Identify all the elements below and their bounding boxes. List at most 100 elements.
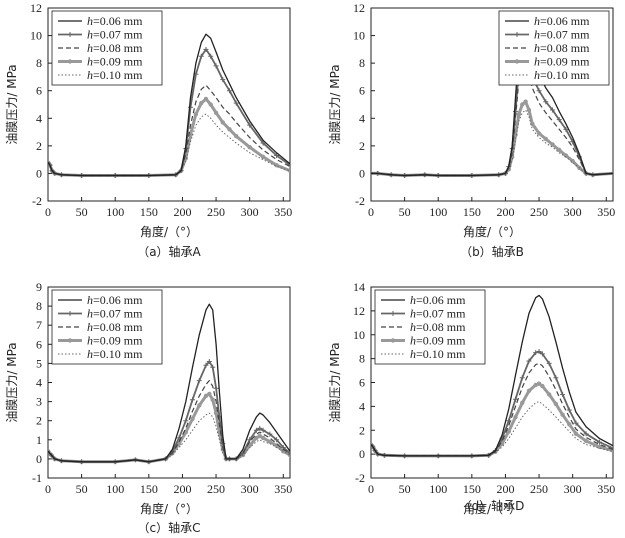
series-point [543,99,549,105]
chart-panel-1: 0 50 100 150 200 250 300 350-2024681012角度/（°）油膜… [328,1,615,259]
y-tick-label: 12 [353,1,365,15]
y-tick-label: 1 [36,433,42,447]
legend-label-var: h [87,14,93,28]
x-axis-label: 角度/（°） [140,224,198,239]
series-line-1 [48,360,290,463]
y-axis-label: 油膜压力/ MPa [5,342,19,422]
x-tick-label: 250 [530,205,548,219]
x-tick-label: 0 [45,482,51,496]
series-point [207,391,212,397]
series-point [563,126,569,132]
series-point [536,88,542,94]
series-point [533,382,538,388]
legend-label: h=0.08 mm [87,41,143,55]
legend-label-value: =0.07 mm [540,28,590,42]
legend-label-value: =0.09 mm [540,55,590,69]
series-point [556,117,562,123]
x-tick-label: 50 [399,482,411,496]
legend-label: h=0.06 mm [87,14,143,28]
y-axis-label: 油膜压力/ MPa [328,342,342,422]
chart-panel-2: 0 50 100 150 200 250 300 350-10123456789角度/（°）油… [5,280,292,535]
series-point [197,403,202,408]
legend-label-var: h [534,55,540,69]
series-point [220,77,226,83]
x-tick-label: 350 [597,482,615,496]
legend-label: h=0.07 mm [87,307,143,321]
series-point [553,401,559,407]
series-point [48,159,51,165]
series-line-3 [371,100,613,177]
y-tick-label: -2 [32,194,42,208]
series-line-0 [371,294,613,457]
series-point [257,425,263,431]
series-point [563,153,569,158]
series-point [557,147,562,153]
series-point [546,360,552,366]
legend-label-value: =0.06 mm [93,293,143,307]
legend-label: h=0.09 mm [534,55,590,69]
series-point [210,364,216,370]
x-tick-label: 200 [496,205,514,219]
x-axis-label: 角度/（°） [463,501,521,516]
series-point [560,412,565,417]
series-point [526,388,532,394]
series-point [260,427,266,433]
y-tick-label: 5 [36,356,42,370]
legend-marker [67,32,73,37]
legend-label-value: =0.07 mm [93,307,143,321]
x-tick-label: 200 [173,205,191,219]
y-tick-label: 4 [36,111,42,125]
x-tick-label: 50 [76,482,88,496]
legend-label: h=0.06 mm [410,293,466,307]
series-point [203,96,209,102]
x-tick-label: 0 [368,205,374,219]
chart-panel-0: 0 50 100 150 200 250 300 350-2024681012角度/（°）油膜… [5,1,292,259]
legend-label-var: h [87,307,93,321]
series-point [193,111,199,117]
series-point [526,358,532,364]
series-line-3 [371,382,613,458]
series-point [526,107,532,113]
x-tick-label: 0 [368,482,374,496]
panel-caption: （c）轴承C [138,520,201,535]
series-point [267,431,273,437]
series-point [536,348,542,354]
series-point [570,158,575,164]
series-point [567,422,572,427]
y-tick-label: 10 [353,328,365,342]
y-tick-label: 12 [353,304,365,318]
legend-label-value: =0.10 mm [93,68,143,82]
y-tick-label: 6 [36,337,42,351]
legend-label: h=0.10 mm [534,68,590,82]
legend-label: h=0.08 mm [410,320,466,334]
legend-label-value: =0.08 mm [416,320,466,334]
legend: h=0.06 mmh=0.07 mmh=0.08 mmh=0.09 mmh=0.… [51,289,163,365]
legend-marker [514,32,520,37]
x-tick-label: 250 [207,205,225,219]
legend: h=0.06 mmh=0.07 mmh=0.08 mmh=0.09 mmh=0.… [498,10,610,86]
series-point [530,121,535,127]
series-point [199,100,204,106]
series-point [274,162,279,168]
series-point [203,393,209,399]
x-tick-label: 200 [173,482,191,496]
legend-label-value: =0.10 mm [540,68,590,82]
legend-label: h=0.07 mm [87,28,143,42]
legend-label-value: =0.09 mm [93,55,143,69]
y-tick-label: 8 [36,299,42,313]
series-point [260,435,266,441]
legend-label-value: =0.07 mm [416,307,466,321]
legend-label: h=0.06 mm [87,293,143,307]
panel-caption: （a）轴承A [137,244,201,259]
legend-label: h=0.06 mm [534,14,590,28]
legend-label-value: =0.10 mm [93,347,143,361]
series-point [267,439,273,444]
x-tick-label: 300 [241,205,259,219]
legend-label-var: h [410,293,416,307]
series-line-4 [371,109,613,176]
legend-label-var: h [87,334,93,348]
y-tick-label: 3 [36,395,42,409]
x-tick-label: 150 [463,482,481,496]
legend-label-value: =0.06 mm [416,293,466,307]
series-line-2 [371,362,613,457]
